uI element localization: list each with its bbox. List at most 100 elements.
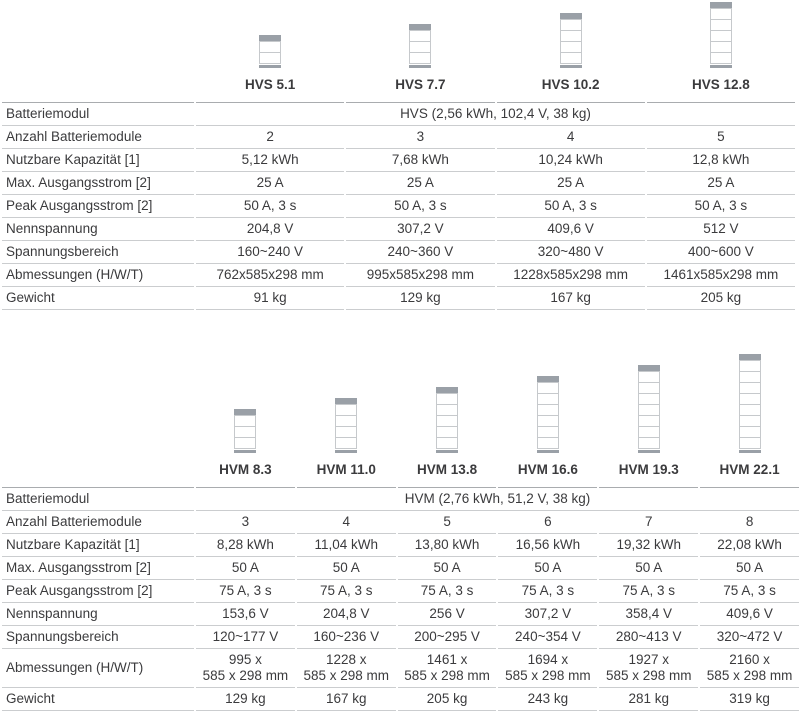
- spec-value-cell: 7,68 kWh: [346, 149, 495, 172]
- spec-row: Anzahl Batteriemodule 2 3 4 5: [2, 126, 795, 149]
- tower-row: [2, 354, 799, 458]
- tower-cell: [196, 354, 295, 458]
- spec-value-cell: 50 A, 3 s: [496, 195, 645, 218]
- spec-label-cell: Nennspannung: [2, 603, 194, 626]
- tower-base: [738, 450, 761, 453]
- spec-value-cell: 11,04 kWh: [296, 534, 396, 557]
- model-name-header: HVM 11.0: [296, 458, 396, 488]
- spec-value-cell: 50 A, 3 s: [346, 195, 495, 218]
- spec-label-cell: Batteriemodul: [2, 103, 194, 126]
- spec-value-cell: 762x585x298 mm: [196, 264, 345, 287]
- spec-value-cell: 307,2 V: [498, 603, 598, 626]
- spec-value-cell: 1228 x 585 x 298 mm: [296, 649, 396, 688]
- spec-row: Spannungsbereich 120~177 V 160~236 V 200~29…: [2, 626, 799, 649]
- tower-cap: [559, 13, 582, 19]
- tower-base: [234, 450, 257, 453]
- spec-row: Batteriemodul HVM (2,76 kWh, 51,2 V, 38 k…: [2, 488, 799, 511]
- spec-row: Batteriemodul HVS (2,56 kWh, 102,4 V, 38 …: [2, 103, 795, 126]
- tower-module: [709, 52, 732, 64]
- model-name-row: HVS 5.1 HVS 7.7 HVS 10.2 HVS 12.8: [2, 73, 795, 103]
- spec-row: Peak Ausgangsstrom [2] 75 A, 3 s 75 A, 3 s…: [2, 580, 799, 603]
- spec-label-cell: Anzahl Batteriemodule: [2, 126, 194, 149]
- spec-value-cell: 320~480 V: [496, 241, 645, 264]
- spec-value-cell: 2160 x 585 x 298 mm: [700, 649, 799, 688]
- tower-cap: [436, 387, 459, 393]
- tower-module: [637, 437, 660, 449]
- spec-label-cell: Spannungsbereich: [2, 626, 194, 649]
- spec-label-cell: Anzahl Batteriemodule: [2, 511, 194, 534]
- label-column-header: [2, 73, 194, 103]
- spec-value-cell: 4: [496, 126, 645, 149]
- spec-value-cell: 6: [498, 511, 598, 534]
- spec-value-cell: 160~240 V: [196, 241, 345, 264]
- tower-cap: [234, 409, 257, 415]
- spec-value-cell: 3: [346, 126, 495, 149]
- spec-value-cell: 280~413 V: [599, 626, 699, 649]
- spec-value-cell: 50 A: [397, 557, 497, 580]
- spec-row: Max. Ausgangsstrom [2] 50 A 50 A 50 A 50 A 50…: [2, 557, 799, 580]
- tower-cell: [599, 354, 698, 458]
- spec-value-cell: 409,6 V: [700, 603, 799, 626]
- model-name-header: HVM 8.3: [196, 458, 295, 488]
- spec-value-cell: 10,24 kWh: [496, 149, 645, 172]
- spec-value-cell: 5,12 kWh: [196, 149, 345, 172]
- spec-row: Gewicht 91 kg 129 kg 167 kg 205 kg: [2, 287, 795, 310]
- spec-value-cell: 3: [196, 511, 295, 534]
- tower-cell: [700, 354, 799, 458]
- spec-row: Abmessungen (H/W/T) 762x585x298 mm 995x585…: [2, 264, 795, 287]
- spec-value-cell: 13,80 kWh: [397, 534, 497, 557]
- spec-value-cell: 240~360 V: [346, 241, 495, 264]
- spec-value-cell: 4: [296, 511, 396, 534]
- tower-base: [637, 450, 660, 453]
- spec-value-cell: 200~295 V: [397, 626, 497, 649]
- tower-cell: [497, 2, 645, 73]
- spec-value-cell: 307,2 V: [346, 218, 495, 241]
- spec-value-cell: 25 A: [646, 172, 795, 195]
- spec-value-cell: 50 A: [498, 557, 598, 580]
- spec-value-cell: 1461x585x298 mm: [646, 264, 795, 287]
- tower-cell: [196, 2, 344, 73]
- spec-value-cell: 22,08 kWh: [700, 534, 799, 557]
- spec-label-cell: Spannungsbereich: [2, 241, 194, 264]
- battery-tower-icon: [398, 387, 497, 453]
- tower-cell: [297, 354, 396, 458]
- spec-label-cell: Abmessungen (H/W/T): [2, 649, 194, 688]
- spec-value-cell: 205 kg: [646, 287, 795, 310]
- tower-cap: [637, 365, 660, 371]
- tower-module: [259, 52, 282, 64]
- tower-base: [409, 65, 432, 68]
- spec-label-cell: Peak Ausgangsstrom [2]: [2, 195, 194, 218]
- spec-value-cell: 50 A: [296, 557, 396, 580]
- spec-value-cell: 25 A: [496, 172, 645, 195]
- spec-value-cell: 50 A: [700, 557, 799, 580]
- spec-value-cell: 5: [646, 126, 795, 149]
- tower-base: [536, 450, 559, 453]
- spec-label-cell: Abmessungen (H/W/T): [2, 264, 194, 287]
- tower-row-spacer: [2, 354, 194, 458]
- spec-row: Nutzbare Kapazität [1] 8,28 kWh 11,04 kWh 1…: [2, 534, 799, 557]
- spec-value-cell: 25 A: [346, 172, 495, 195]
- spec-value-cell: 50 A: [599, 557, 699, 580]
- tower-base: [559, 65, 582, 68]
- tower-module: [234, 437, 257, 449]
- tower-base: [436, 450, 459, 453]
- battery-tower-icon: [297, 398, 396, 453]
- battery-tower-icon: [599, 365, 698, 453]
- spec-value-cell: 320~472 V: [700, 626, 799, 649]
- hvm-series-table: HVM 8.3 HVM 11.0 HVM 13.8 HVM 16.6 HVM 19.3 H…: [0, 354, 801, 711]
- model-name-header: HVS 7.7: [346, 73, 495, 103]
- tower-cell: [647, 2, 795, 73]
- spec-value-cell: 75 A, 3 s: [498, 580, 598, 603]
- model-name-header: HVS 10.2: [496, 73, 645, 103]
- tower-cell: [398, 354, 497, 458]
- spec-label-cell: Max. Ausgangsstrom [2]: [2, 172, 194, 195]
- battery-tower-icon: [498, 376, 597, 453]
- tower-module: [409, 52, 432, 64]
- tower-module: [536, 437, 559, 449]
- battery-tower-icon: [196, 35, 344, 68]
- model-name-header: HVS 12.8: [646, 73, 795, 103]
- tower-cell: [346, 2, 494, 73]
- model-name-header: HVM 22.1: [700, 458, 799, 488]
- tower-module: [559, 52, 582, 64]
- model-name-header: HVM 13.8: [397, 458, 497, 488]
